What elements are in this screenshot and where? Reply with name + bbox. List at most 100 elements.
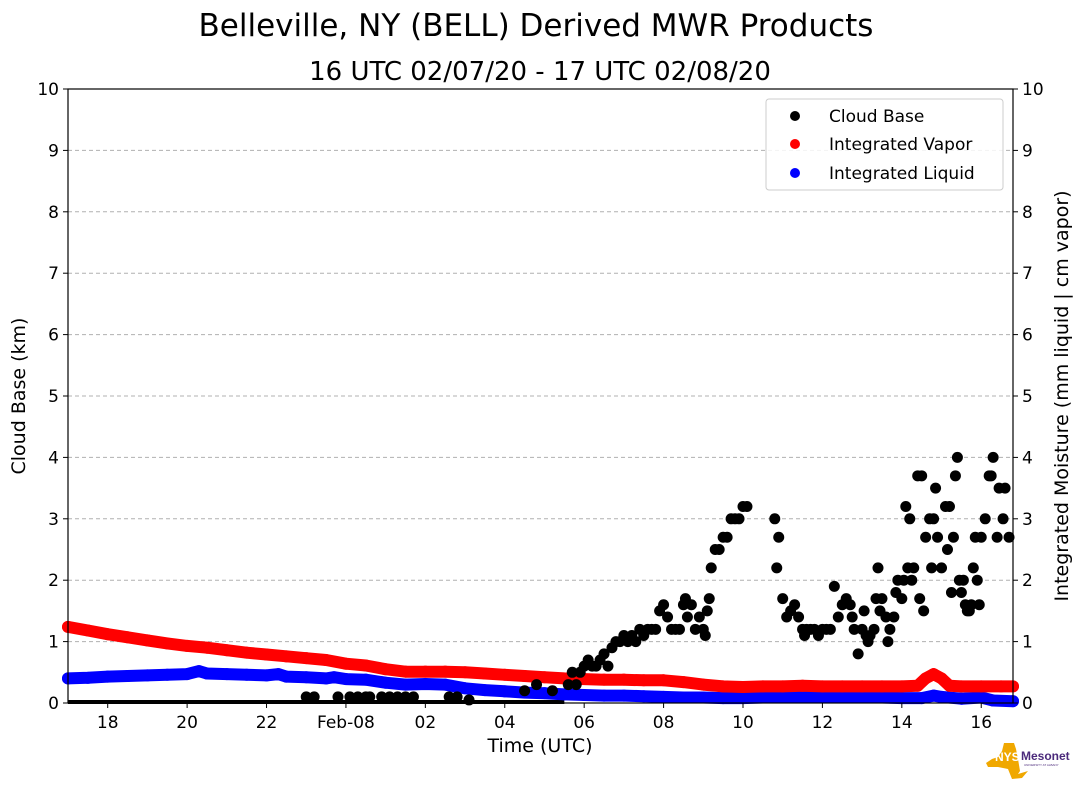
integrated-liquid-point xyxy=(856,690,869,703)
integrated-vapor-point xyxy=(101,628,114,641)
cloud-base-point xyxy=(443,691,455,703)
y-tick-label-right: 5 xyxy=(1022,387,1033,407)
integrated-vapor-point xyxy=(280,650,293,663)
y-tick-label: 1 xyxy=(48,633,59,653)
integrated-liquid-point xyxy=(796,690,809,703)
logo-text-nys: NYS xyxy=(995,750,1020,764)
integrated-liquid-point xyxy=(617,689,630,702)
integrated-vapor-point xyxy=(617,673,630,686)
y-tick-label-right: 3 xyxy=(1022,510,1033,530)
integrated-liquid-point xyxy=(498,685,511,698)
x-axis-label: Time (UTC) xyxy=(486,735,592,757)
cloud-base-point xyxy=(872,562,884,574)
y-tick-label-right: 8 xyxy=(1022,203,1033,223)
nys-mesonet-logo: NYS Mesonet UNIVERSITY AT ALBANY xyxy=(986,743,1070,779)
cloud-base-point xyxy=(681,611,693,623)
cloud-base-point xyxy=(951,451,963,463)
cloud-base-point xyxy=(689,623,701,635)
x-tick-label: 06 xyxy=(573,713,595,733)
y-axis-left: 0 1 2 3 4 5 6 7 8 9 10 xyxy=(37,80,68,714)
grid-lines xyxy=(68,149,1013,643)
cloud-base-point xyxy=(876,593,888,605)
integrated-liquid-point xyxy=(200,667,213,680)
integrated-liquid-point xyxy=(240,668,253,681)
legend-label-cloud-base: Cloud Base xyxy=(829,107,924,127)
cloud-base-point xyxy=(769,513,781,525)
y-axis-label-right: Integrated Moisture (mm liquid | cm vapo… xyxy=(1051,190,1073,601)
series-layer xyxy=(62,451,1019,708)
y-tick-label-right: 1 xyxy=(1022,633,1033,653)
legend-label-integrated-liquid: Integrated Liquid xyxy=(829,164,975,184)
integrated-liquid-point xyxy=(280,670,293,683)
cloud-base-point xyxy=(828,580,840,592)
x-tick-label: 10 xyxy=(732,713,754,733)
y-tick-label-right: 4 xyxy=(1022,448,1033,468)
integrated-vapor-point xyxy=(836,680,849,693)
integrated-vapor-band xyxy=(62,620,1019,693)
integrated-liquid-point xyxy=(717,692,730,705)
y-tick-label: 5 xyxy=(48,387,59,407)
cloud-base-point xyxy=(932,531,944,543)
integrated-liquid-point xyxy=(955,692,968,705)
integrated-liquid-point xyxy=(399,678,412,691)
x-tick-label: 22 xyxy=(256,713,278,733)
y-tick-label: 2 xyxy=(48,571,59,591)
cloud-base-point xyxy=(957,574,969,586)
cloud-base-point xyxy=(392,691,404,703)
cloud-base-point xyxy=(868,623,880,635)
integrated-liquid-point xyxy=(578,689,591,702)
integrated-liquid-point xyxy=(816,690,829,703)
integrated-vapor-point xyxy=(181,639,194,652)
integrated-liquid-point xyxy=(975,691,988,704)
integrated-vapor-point xyxy=(498,668,511,681)
integrated-vapor-point xyxy=(379,663,392,676)
integrated-vapor-point xyxy=(943,679,956,692)
integrated-vapor-point xyxy=(161,637,174,650)
chart-title: Belleville, NY (BELL) Derived MWR Produc… xyxy=(199,8,874,44)
integrated-vapor-point xyxy=(399,665,412,678)
cloud-base-point xyxy=(941,544,953,555)
cloud-base-point xyxy=(973,599,985,611)
y-tick-label: 6 xyxy=(48,326,59,346)
cloud-base-point xyxy=(928,513,940,525)
x-tick-label: 12 xyxy=(812,713,834,733)
integrated-liquid-point xyxy=(637,690,650,703)
x-tick-label: 08 xyxy=(653,713,675,733)
cloud-base-point xyxy=(908,562,920,574)
cloud-base-point xyxy=(945,586,957,598)
integrated-vapor-point xyxy=(260,648,273,661)
integrated-vapor-point xyxy=(677,676,690,689)
cloud-base-point xyxy=(888,611,900,623)
integrated-vapor-point xyxy=(459,666,472,679)
cloud-base-point xyxy=(914,593,926,605)
x-tick-label: 02 xyxy=(415,713,437,733)
cloud-base-point xyxy=(400,691,411,703)
integrated-vapor-point xyxy=(121,631,134,644)
legend-marker-cloud-base xyxy=(790,111,800,121)
integrated-liquid-point xyxy=(81,671,94,684)
cloud-base-point xyxy=(602,660,614,672)
integrated-liquid-point xyxy=(697,691,710,704)
y-tick-label-right: 7 xyxy=(1022,264,1033,284)
integrated-liquid-point xyxy=(836,690,849,703)
integrated-vapor-point xyxy=(756,680,769,693)
cloud-base-point xyxy=(949,470,961,482)
integrated-liquid-point xyxy=(141,669,154,682)
integrated-vapor-point xyxy=(895,680,908,693)
cloud-base-point xyxy=(884,623,896,635)
new-york-state-icon xyxy=(986,743,1028,779)
legend-box xyxy=(765,98,1004,191)
cloud-base-point xyxy=(703,593,715,605)
cloud-base-point xyxy=(999,482,1011,494)
cloud-base-point xyxy=(880,611,892,623)
integrated-vapor-point xyxy=(935,672,948,685)
cloud-base-point xyxy=(376,691,388,703)
y-tick-label: 4 xyxy=(48,448,59,468)
cloud-base-point xyxy=(463,694,475,706)
chart-subtitle: 16 UTC 02/07/20 - 17 UTC 02/08/20 xyxy=(309,57,771,87)
cloud-base-point xyxy=(519,685,531,697)
integrated-liquid-point xyxy=(181,668,194,681)
integrated-vapor-point xyxy=(657,674,670,687)
cloud-base-point xyxy=(955,586,967,598)
integrated-liquid-point xyxy=(478,684,491,697)
